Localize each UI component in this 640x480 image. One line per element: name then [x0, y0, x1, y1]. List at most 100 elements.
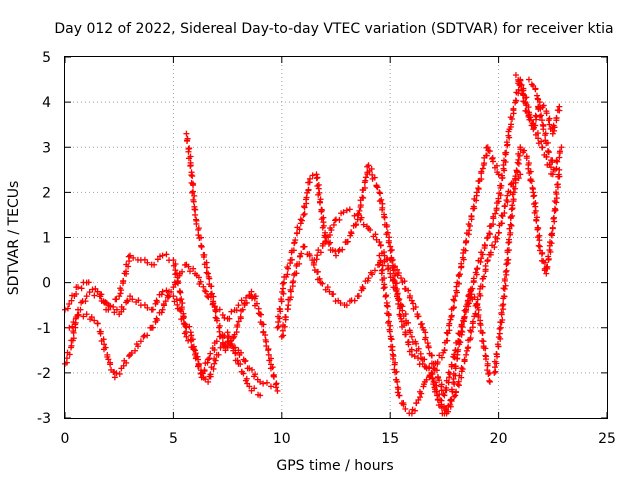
data-point-marker [232, 344, 239, 351]
data-point-marker [512, 185, 519, 192]
data-point-marker [201, 287, 208, 294]
data-point-marker [549, 159, 556, 166]
data-point-marker [381, 284, 388, 291]
data-point-marker [278, 333, 285, 340]
data-point-marker [239, 306, 246, 313]
data-point-marker [463, 237, 470, 244]
data-point-marker [298, 250, 305, 257]
data-point-marker [531, 192, 538, 199]
data-point-marker [274, 387, 281, 394]
data-point-marker [211, 346, 218, 353]
data-point-marker [408, 410, 415, 417]
data-point-marker [486, 231, 493, 238]
data-point-marker [238, 349, 245, 356]
data-point-marker [501, 277, 508, 284]
data-point-marker [448, 361, 455, 368]
data-point-marker [365, 275, 372, 282]
data-point-marker [177, 289, 184, 296]
data-point-marker [274, 324, 281, 331]
data-point-marker [191, 192, 198, 199]
data-point-marker [458, 374, 465, 381]
data-point-marker [539, 249, 546, 256]
data-point-marker [292, 237, 299, 244]
data-point-marker [418, 320, 425, 327]
data-point-marker [162, 298, 169, 305]
data-point-marker [102, 344, 109, 351]
data-point-marker [483, 152, 490, 159]
data-point-marker [106, 302, 113, 309]
data-point-marker [469, 320, 476, 327]
data-point-marker [547, 248, 554, 255]
data-point-marker [82, 298, 89, 305]
data-point-marker [88, 314, 95, 321]
data-point-marker [387, 335, 394, 342]
data-point-marker [385, 237, 392, 244]
data-point-marker [189, 189, 196, 196]
data-point-marker [202, 288, 209, 295]
data-point-marker [154, 317, 161, 324]
data-point-marker [390, 276, 397, 283]
data-point-marker [216, 328, 223, 335]
data-point-marker [193, 220, 200, 227]
data-point-marker [360, 285, 367, 292]
data-point-marker [248, 288, 255, 295]
data-point-marker [234, 323, 241, 330]
data-point-marker [301, 210, 308, 217]
data-point-marker [237, 315, 244, 322]
data-point-marker [317, 249, 324, 256]
data-point-marker [351, 212, 358, 219]
data-point-marker [187, 153, 194, 160]
data-point-marker [296, 260, 303, 267]
data-point-marker [172, 281, 179, 288]
data-point-marker [412, 407, 419, 414]
data-point-marker [402, 331, 409, 338]
data-point-marker [205, 356, 212, 363]
data-point-marker [479, 330, 486, 337]
data-point-marker [388, 246, 395, 253]
data-point-marker [491, 364, 498, 371]
data-point-marker [356, 207, 363, 214]
data-point-marker [149, 306, 156, 313]
data-point-marker [383, 302, 390, 309]
data-point-marker [495, 171, 502, 178]
data-point-marker [198, 243, 205, 250]
data-point-marker [194, 353, 201, 360]
data-point-marker [200, 253, 207, 260]
data-point-marker [178, 304, 185, 311]
data-point-marker [523, 94, 530, 101]
data-point-marker [381, 213, 388, 220]
data-point-marker [502, 268, 509, 275]
data-point-marker [360, 194, 367, 201]
data-point-marker [450, 304, 457, 311]
data-point-marker [232, 349, 239, 356]
x-tick-label: 15 [381, 431, 399, 447]
data-point-marker [219, 331, 226, 338]
data-point-marker [399, 307, 406, 314]
data-point-marker [527, 168, 534, 175]
data-point-marker [309, 172, 316, 179]
y-tick-label: 2 [42, 185, 51, 201]
data-point-marker [249, 366, 256, 373]
data-point-marker [330, 291, 337, 298]
data-point-marker [371, 174, 378, 181]
data-point-marker [288, 288, 295, 295]
data-point-marker [282, 314, 289, 321]
data-point-marker [523, 108, 530, 115]
data-point-marker [534, 226, 541, 233]
data-point-marker [381, 252, 388, 259]
data-point-marker [448, 396, 455, 403]
data-point-marker [474, 265, 481, 272]
data-point-marker [205, 270, 212, 277]
data-point-marker [509, 212, 516, 219]
data-point-marker [546, 121, 553, 128]
data-point-marker [463, 303, 470, 310]
data-point-marker [287, 294, 294, 301]
data-point-marker [195, 225, 202, 232]
data-point-marker [479, 165, 486, 172]
data-point-marker [467, 335, 474, 342]
data-point-marker [470, 203, 477, 210]
data-point-marker [83, 293, 90, 300]
data-point-marker [208, 283, 215, 290]
data-point-marker [170, 293, 177, 300]
data-point-marker [107, 359, 114, 366]
